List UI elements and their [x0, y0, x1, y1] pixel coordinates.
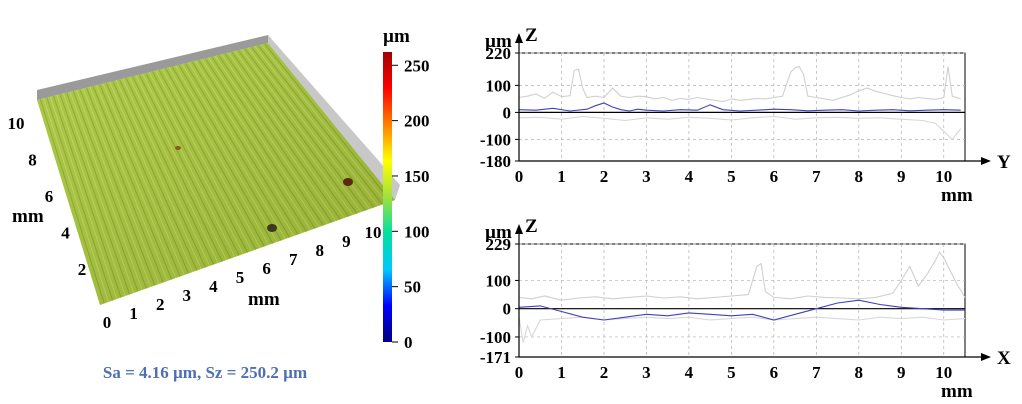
surface-axis-left-tick: 10 — [8, 114, 25, 133]
x-tick-label: 10 — [935, 363, 952, 382]
surface-axis-bottom-tick: 8 — [316, 241, 325, 260]
surface-axis-bottom-tick: 6 — [262, 259, 271, 278]
surface-axis-bottom-tick: 0 — [103, 313, 112, 332]
x-axis-arrow — [981, 157, 991, 165]
x-axis-unit: mm — [941, 185, 973, 206]
x-tick-label: 2 — [600, 167, 609, 186]
y-axis-unit: µm — [485, 222, 512, 243]
surface-defect — [343, 178, 353, 186]
series-line — [518, 102, 961, 112]
colorbar-tick-label: 200 — [404, 112, 430, 131]
surface-axis-left-tick: 8 — [28, 151, 37, 170]
plot-area — [518, 243, 966, 358]
x-tick-label: 8 — [855, 167, 864, 186]
x-tick-label: 5 — [727, 363, 736, 382]
x-tick-label: 4 — [685, 363, 694, 382]
y-tick-label: -171 — [480, 348, 511, 367]
surface-axis-bottom-tick: 7 — [289, 250, 298, 269]
x-tick-label: 9 — [897, 167, 906, 186]
colorbar-tick-label: 250 — [404, 56, 430, 75]
surface-shading — [37, 43, 395, 305]
x-tick-label: 0 — [515, 167, 524, 186]
surface-axis-left-label: mm — [12, 206, 44, 227]
y-axis-unit: µm — [485, 31, 512, 52]
surface-axis-bottom-tick: 10 — [365, 223, 382, 242]
surface-wall-back — [37, 35, 268, 100]
surface-caption: Sa = 4.16 µm, Sz = 250.2 µm — [103, 363, 307, 382]
x-axis-arrow — [981, 353, 991, 361]
y-axis-label: Z — [525, 25, 538, 46]
y-tick-label: -100 — [480, 130, 511, 149]
surface-axis-bottom-tick: 2 — [156, 295, 165, 314]
x-axis-unit: mm — [941, 381, 973, 399]
surface-axis-bottom-tick: 1 — [129, 304, 138, 323]
series-line — [518, 316, 966, 343]
x-tick-label: 7 — [812, 167, 821, 186]
surface-defect — [175, 146, 181, 150]
surface-axis-left-tick: 4 — [61, 224, 70, 243]
colorbar-tick-label: 50 — [404, 278, 421, 297]
x-tick-label: 1 — [557, 167, 566, 186]
colorbar-tick-label: 150 — [404, 167, 430, 186]
x-tick-label: 9 — [897, 363, 906, 382]
surface-axis-left-tick: 2 — [78, 260, 87, 279]
x-tick-label: 5 — [727, 167, 736, 186]
surface-axis-bottom-tick: 5 — [236, 268, 245, 287]
series-line — [518, 65, 961, 103]
y-tick-label: -100 — [480, 328, 511, 347]
x-tick-label: 3 — [642, 167, 651, 186]
y-tick-label: 0 — [503, 103, 512, 122]
x-tick-label: 2 — [600, 363, 609, 382]
colorbar-ticks: 250 200 150 100 50 0 — [392, 56, 430, 352]
colorbar-tick-label: 0 — [404, 333, 413, 352]
surface-axis-bottom-tick: 4 — [209, 277, 218, 296]
plot-area — [518, 52, 966, 162]
surface-axis-bottom-tick: 9 — [342, 232, 351, 251]
surface-axis-left-tick: 6 — [45, 187, 54, 206]
y-tick-label: 0 — [503, 300, 512, 319]
x-tick-label: 6 — [770, 167, 779, 186]
series-line — [518, 251, 966, 301]
x-axis-label: X — [997, 348, 1011, 369]
x-tick-label: 7 — [812, 363, 821, 382]
surface-axis-bottom: 0 1 2 3 4 5 6 7 8 9 10 — [103, 223, 382, 332]
series-line — [518, 299, 965, 321]
y-axis-label: Z — [525, 216, 538, 237]
x-tick-label: 0 — [515, 363, 524, 382]
surface-wall-right — [268, 35, 400, 200]
y-tick-label: 220 — [486, 44, 512, 63]
y-tick-label: 229 — [486, 235, 512, 254]
colorbar — [383, 52, 392, 342]
x-tick-label: 8 — [855, 363, 864, 382]
surface-axis-bottom-label: mm — [248, 289, 280, 310]
surface-axis-bottom-tick: 3 — [183, 286, 192, 305]
y-tick-label: -180 — [480, 152, 511, 171]
colorbar-unit: µm — [383, 26, 410, 47]
x-tick-label: 3 — [642, 363, 651, 382]
series-line — [518, 115, 962, 141]
x-tick-label: 10 — [935, 167, 952, 186]
y-tick-label: 100 — [486, 76, 512, 95]
surface-defect — [267, 224, 277, 232]
x-tick-label: 4 — [685, 167, 694, 186]
x-tick-label: 6 — [770, 363, 779, 382]
y-tick-label: 100 — [486, 271, 512, 290]
x-tick-label: 1 — [557, 363, 566, 382]
x-axis-label: Y — [997, 152, 1011, 173]
y-axis-arrow — [515, 224, 523, 234]
colorbar-tick-label: 100 — [404, 222, 430, 241]
y-axis-arrow — [515, 33, 523, 43]
